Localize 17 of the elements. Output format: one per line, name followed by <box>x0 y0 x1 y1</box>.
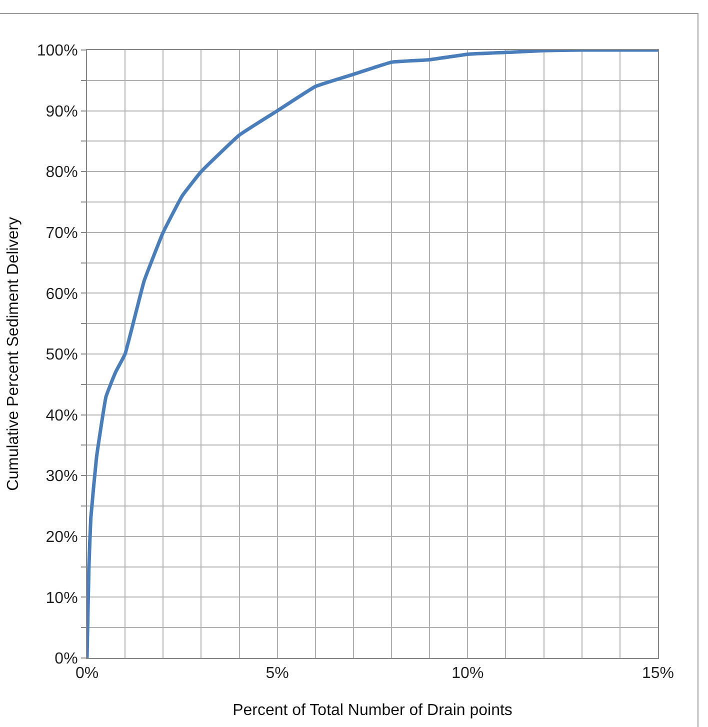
y-tick-label: 0% <box>54 650 78 668</box>
y-tick-label: 60% <box>46 286 78 303</box>
y-tick-label: 90% <box>46 103 78 120</box>
x-tick-label: 0% <box>75 665 99 682</box>
y-tick-label: 50% <box>46 346 78 364</box>
x-tick-label: 10% <box>452 665 484 682</box>
x-tick-label: 15% <box>642 665 674 682</box>
y-tick-label: 70% <box>46 225 78 242</box>
x-axis-title: Percent of Total Number of Drain points <box>232 702 512 719</box>
y-tick-label: 100% <box>36 42 78 60</box>
y-axis-title: Cumulative Percent Sediment Delivery <box>4 217 22 491</box>
y-tick-label: 40% <box>46 407 78 424</box>
y-tick-label: 80% <box>46 164 78 182</box>
y-tick-label: 10% <box>46 590 78 607</box>
y-tick-label: 20% <box>46 529 78 546</box>
y-tick-label: 30% <box>46 468 78 486</box>
x-tick-label: 5% <box>266 665 289 682</box>
